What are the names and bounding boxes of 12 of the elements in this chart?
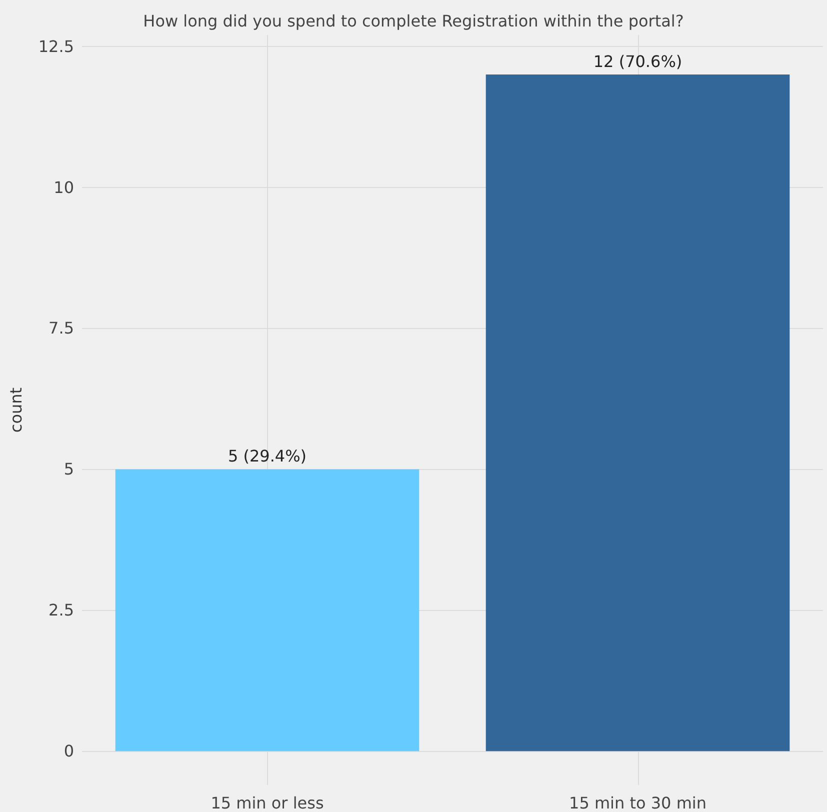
y-tick-label: 0 bbox=[64, 742, 74, 761]
y-axis-title: count bbox=[6, 387, 26, 433]
y-tick-label: 2.5 bbox=[48, 600, 74, 620]
y-tick-label: 7.5 bbox=[48, 318, 74, 338]
y-tick-label: 12.5 bbox=[38, 36, 74, 56]
x-tick-label: 15 min or less bbox=[210, 794, 324, 812]
y-tick-label: 5 bbox=[64, 460, 74, 479]
chart-title: How long did you spend to complete Registration within the portal? bbox=[143, 12, 684, 30]
data-label: 12 (70.6%) bbox=[593, 52, 682, 71]
y-tick-label: 10 bbox=[54, 178, 74, 197]
data-label: 5 (29.4%) bbox=[228, 446, 307, 466]
x-tick-label: 15 min to 30 min bbox=[569, 794, 706, 812]
